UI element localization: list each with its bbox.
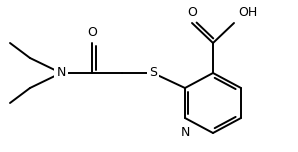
Text: N: N <box>180 126 190 139</box>
Text: O: O <box>187 6 197 19</box>
Text: S: S <box>149 67 157 79</box>
Text: OH: OH <box>238 6 257 19</box>
Text: O: O <box>87 26 97 39</box>
Text: N: N <box>56 67 66 79</box>
